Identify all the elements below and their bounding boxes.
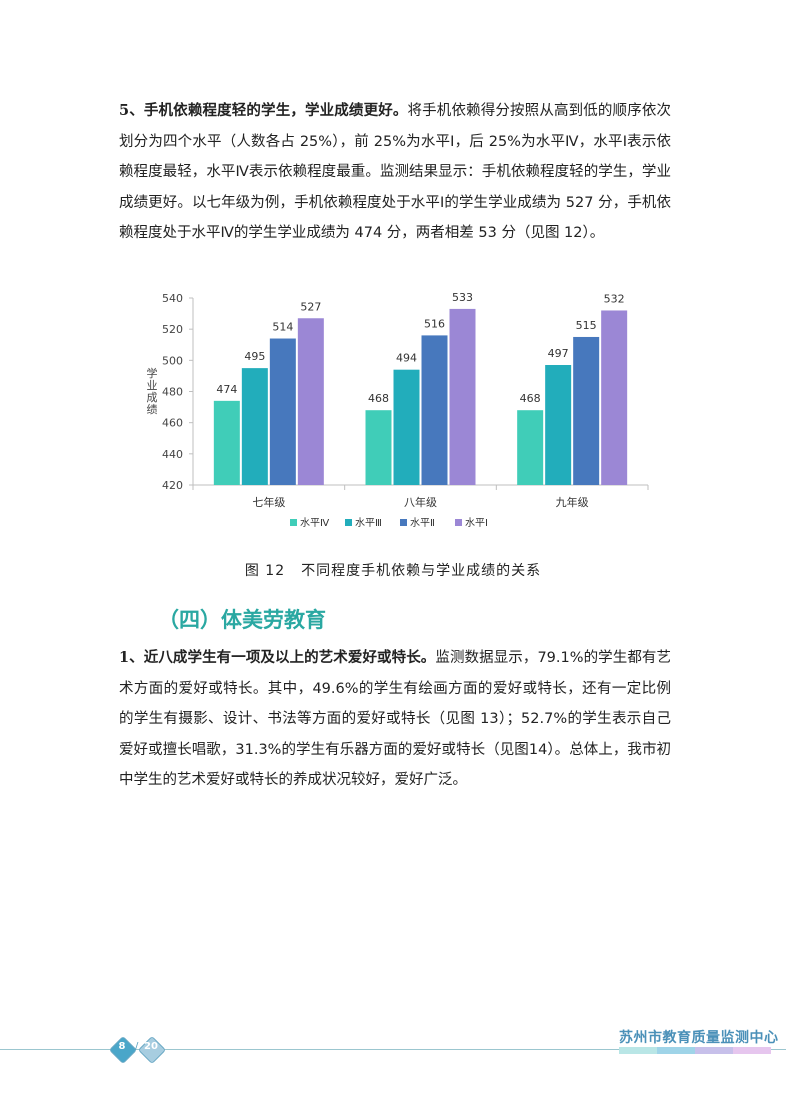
paragraph-phone-dependence: 5、手机依赖程度轻的学生，学业成绩更好。将手机依赖得分按照从高到低的顺序依次划分… — [119, 96, 671, 249]
legend-label: 水平Ⅲ — [355, 517, 382, 529]
paragraph-body: 将手机依赖得分按照从高到低的顺序依次划分为四个水平（人数各占 25%），前 25… — [119, 103, 671, 242]
data-label: 527 — [300, 300, 321, 313]
page-total: 20 — [144, 1041, 158, 1052]
bar — [297, 318, 324, 485]
bar — [421, 335, 448, 485]
legend-label: 水平Ⅰ — [465, 517, 488, 529]
page-separator: / — [135, 1041, 139, 1052]
bar — [393, 369, 420, 485]
paragraph-art-hobbies: 1、近八成学生有一项及以上的艺术爱好或特长。监测数据显示，79.1%的学生都有艺… — [119, 643, 671, 796]
bar-chart: 420 440 460 480 500 520 540 学业成绩 474 495 514 527 七年级… — [147, 291, 649, 529]
paragraph-heading: 1、近八成学生有一项及以上的艺术爱好或特长。 — [119, 649, 436, 666]
data-label: 495 — [244, 350, 265, 363]
footer-divider — [0, 1049, 786, 1050]
y-tick-label: 540 — [162, 292, 183, 305]
y-tick-label: 460 — [162, 417, 183, 430]
figure-caption-text: 不同程度手机依赖与学业成绩的关系 — [301, 563, 542, 579]
legend-swatch — [455, 519, 462, 526]
section-title: （四）体美劳教育 — [158, 608, 326, 632]
legend-swatch — [345, 519, 352, 526]
y-tick-label: 420 — [162, 479, 183, 492]
y-tick-label: 500 — [162, 354, 183, 367]
bar — [573, 336, 600, 485]
organization-name: 苏州市教育质量监测中心 — [619, 1030, 779, 1046]
data-label: 497 — [548, 347, 569, 360]
footer-stripe — [733, 1047, 771, 1054]
data-label: 533 — [452, 291, 473, 304]
legend-swatch — [290, 519, 297, 526]
figure-number: 图 12 — [244, 563, 286, 579]
y-axis-label-char: 业 — [147, 379, 158, 392]
x-tick-label: 七年级 — [252, 495, 285, 509]
y-tick-label: 440 — [162, 448, 183, 461]
bar — [601, 310, 628, 485]
bar — [365, 410, 392, 485]
y-tick-label: 480 — [162, 386, 183, 399]
legend-label: 水平Ⅳ — [300, 517, 330, 529]
data-label: 516 — [424, 317, 445, 330]
data-label: 532 — [604, 292, 625, 305]
legend-label: 水平Ⅱ — [410, 517, 435, 529]
y-tick-label: 520 — [162, 323, 183, 336]
y-axis-label-char: 学 — [147, 366, 158, 380]
bar — [269, 338, 296, 485]
bar — [517, 410, 544, 485]
page-current: 8 — [118, 1041, 126, 1052]
footer-stripe — [657, 1047, 695, 1054]
bar — [213, 400, 240, 485]
x-tick-label: 九年级 — [556, 495, 589, 509]
y-axis-label-char: 成 — [147, 391, 158, 404]
bar — [241, 368, 268, 485]
paragraph-heading: 5、手机依赖程度轻的学生，学业成绩更好。 — [119, 102, 408, 119]
paragraph-body: 监测数据显示，79.1%的学生都有艺术方面的爱好或特长。其中，49.6%的学生有… — [119, 650, 671, 789]
figure-caption: 图 12 不同程度手机依赖与学业成绩的关系 — [0, 560, 786, 580]
footer-stripe — [619, 1047, 657, 1054]
bar — [545, 365, 572, 485]
data-label: 494 — [396, 352, 417, 365]
data-label: 468 — [520, 392, 541, 405]
x-tick-label: 八年级 — [404, 495, 437, 509]
data-label: 514 — [272, 321, 293, 334]
data-label: 515 — [576, 319, 597, 332]
legend-swatch — [400, 519, 407, 526]
footer-stripe — [695, 1047, 733, 1054]
bar — [449, 308, 476, 485]
y-axis-label-char: 绩 — [147, 403, 158, 416]
data-label: 474 — [216, 383, 237, 396]
data-label: 468 — [368, 392, 389, 405]
